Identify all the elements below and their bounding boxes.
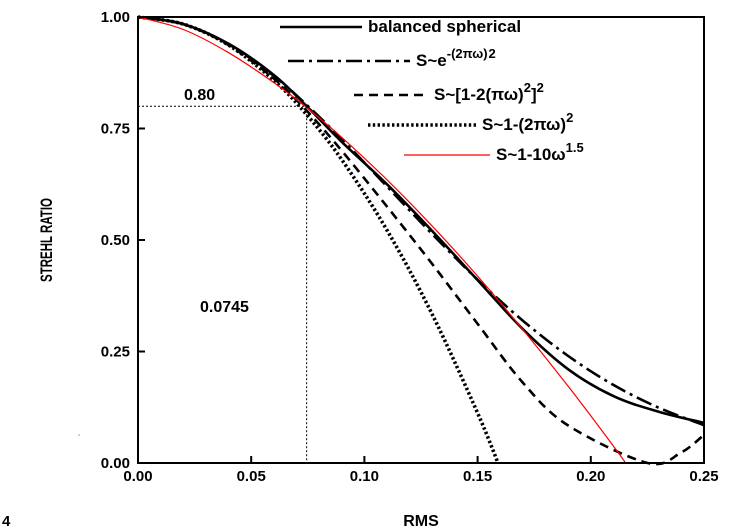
reference-lines: [138, 105, 308, 463]
series-line-2: [137, 15, 705, 466]
axes-frame: [137, 16, 705, 464]
y-tick-label: 1.00: [101, 9, 130, 26]
y-tick-label: 0.25: [101, 344, 130, 361]
legend-label-4: S~1-10ω1.5: [496, 140, 584, 164]
stray-dot: [78, 434, 80, 436]
y-tick-label: 0.75: [101, 121, 130, 138]
series-line-0: [137, 15, 705, 425]
series-line-3: [137, 15, 500, 464]
x-tick-label: 0.25: [689, 468, 718, 485]
legend: balanced spherical S~e-(2πω)2 S~[1-2(πω)2]…: [280, 17, 584, 164]
annotation-0-80: 0.80: [184, 87, 215, 104]
footnote-label: 4: [2, 513, 11, 529]
x-tick-label: 0.15: [463, 468, 492, 485]
x-tick-label: 0.10: [350, 468, 379, 485]
y-tick-label: 0.50: [101, 232, 130, 249]
legend-label-2: S~[1-2(πω)2]2: [434, 80, 544, 104]
series-line-1: [137, 15, 705, 427]
tick-marks: [138, 127, 592, 463]
y-tick-label: 0.00: [101, 455, 130, 472]
x-axis-label: RMS: [403, 513, 439, 529]
series-line-4: [137, 16, 627, 464]
x-tick-label: 0.20: [576, 468, 605, 485]
legend-label-0: balanced spherical: [368, 17, 521, 36]
y-tick-labels: 0.00 0.25 0.50 0.75 1.00: [101, 9, 130, 472]
x-tick-label: 0.00: [123, 468, 152, 485]
x-tick-label: 0.05: [237, 468, 266, 485]
y-axis-label: STREHL RATIO: [38, 198, 57, 282]
annotation-0-0745: 0.0745: [200, 299, 249, 316]
x-tick-labels: 0.00 0.05 0.10 0.15 0.20 0.25: [123, 468, 718, 485]
legend-label-1: S~e-(2πω)2: [416, 46, 496, 70]
plot-lines: [137, 15, 705, 466]
legend-label-3: S~1-(2πω)2: [482, 110, 573, 134]
